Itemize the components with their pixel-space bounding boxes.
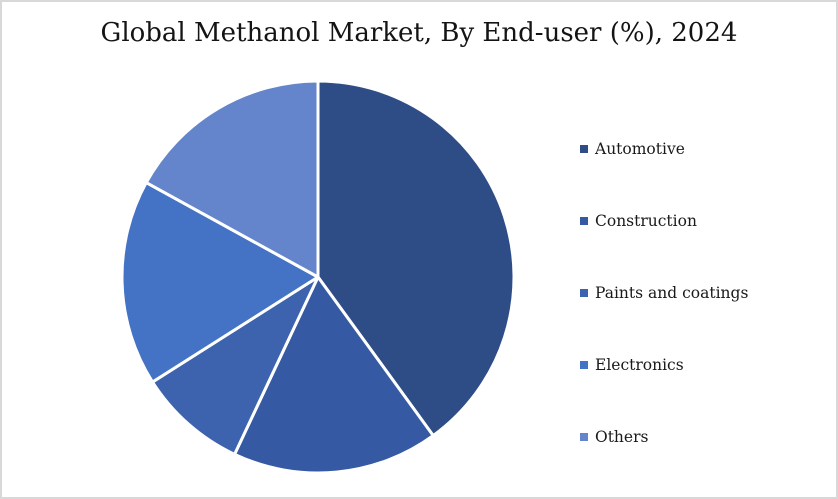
legend-item-paints-and-coatings: Paints and coatings [580,282,748,303]
legend-marker-construction-icon [580,217,588,225]
pie-svg [120,79,516,475]
legend-label-construction: Construction [595,211,697,230]
pie-slice-construction [233,275,435,475]
legend-item-automotive: Automotive [580,138,748,159]
legend-item-construction: Construction [580,210,748,231]
pie-slice-automotive [316,79,516,438]
legend: Automotive Construction Paints and coati… [580,138,748,447]
legend-item-electronics: Electronics [580,354,748,375]
legend-label-electronics: Electronics [595,355,684,374]
chart-title: Global Methanol Market, By End-user (%),… [100,18,738,48]
pie-slice-others [144,79,320,279]
legend-marker-others-icon [580,433,588,441]
legend-label-paints-and-coatings: Paints and coatings [595,283,749,302]
legend-label-automotive: Automotive [595,139,685,158]
legend-label-others: Others [595,427,649,446]
pie-slice-paints-and-coatings [151,275,320,456]
legend-marker-paints-and-coatings-icon [580,289,588,297]
pie-slice-electronics [120,181,320,384]
legend-marker-automotive-icon [580,145,588,153]
legend-marker-electronics-icon [580,361,588,369]
pie-chart [119,78,517,476]
legend-item-others: Others [580,426,748,447]
